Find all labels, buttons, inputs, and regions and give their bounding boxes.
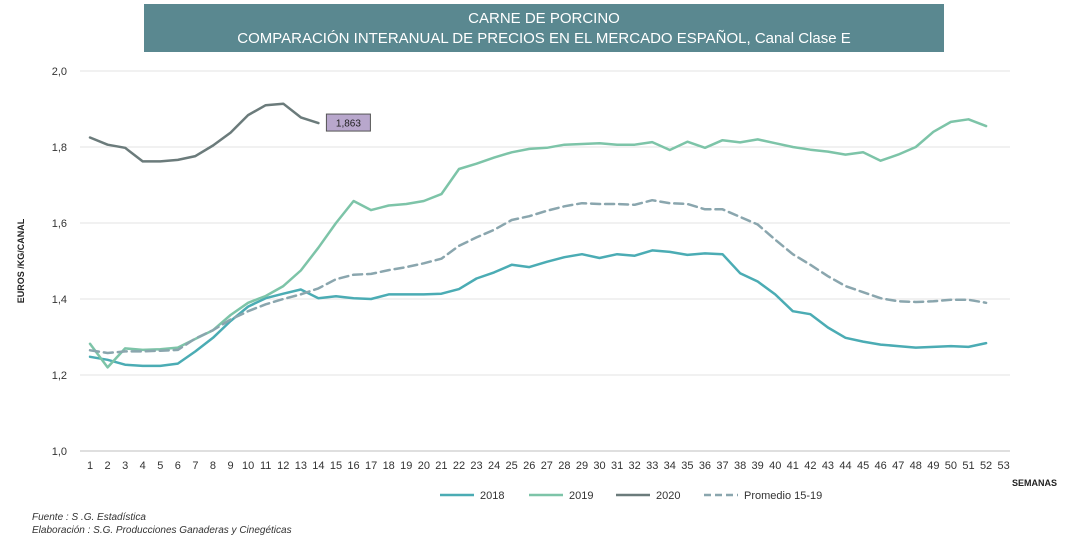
x-tick-label: 47 (892, 460, 904, 472)
x-tick-label: 24 (488, 460, 500, 472)
x-tick-label: 21 (435, 460, 447, 472)
x-tick-label: 51 (962, 460, 974, 472)
x-tick-label: 1 (87, 460, 93, 472)
x-tick-label: 4 (140, 460, 146, 472)
legend-label: 2018 (480, 490, 504, 502)
x-tick-label: 29 (576, 460, 588, 472)
x-tick-label: 49 (927, 460, 939, 472)
x-tick-label: 53 (998, 460, 1010, 472)
x-tick-label: 13 (295, 460, 307, 472)
x-tick-label: 37 (716, 460, 728, 472)
x-tick-label: 45 (857, 460, 869, 472)
y-tick-label: 1,4 (52, 294, 67, 306)
chart-title-line1: CARNE DE PORCINO (468, 10, 620, 27)
x-tick-label: 18 (383, 460, 395, 472)
x-tick-label: 17 (365, 460, 377, 472)
series-line-2020 (88, 102, 320, 163)
x-tick-label: 9 (227, 460, 233, 472)
series-line-promedio-15-19 (88, 198, 988, 355)
chart-title-banner: CARNE DE PORCINO COMPARACIÓN INTERANUAL … (144, 4, 944, 52)
x-tick-label: 3 (122, 460, 128, 472)
x-tick-label: 6 (175, 460, 181, 472)
source-note: Fuente : S .G. Estadística (32, 512, 146, 523)
x-tick-label: 30 (593, 460, 605, 472)
gridlines (80, 70, 1010, 452)
x-tick-label: 14 (312, 460, 324, 472)
x-tick-label: 10 (242, 460, 254, 472)
x-tick-label: 11 (260, 460, 271, 472)
annotation-label: 1,863 (336, 119, 361, 130)
x-tick-label: 43 (822, 460, 834, 472)
elaboration-note: Elaboración : S.G. Producciones Ganadera… (32, 525, 292, 536)
x-tick-label: 28 (558, 460, 570, 472)
chart-title-line2: COMPARACIÓN INTERANUAL DE PRECIOS EN EL … (237, 30, 851, 47)
x-tick-label: 22 (453, 460, 465, 472)
x-tick-label: 12 (277, 460, 289, 472)
x-tick-label: 32 (629, 460, 641, 472)
x-tick-label: 46 (875, 460, 887, 472)
y-tick-label: 1,2 (52, 370, 67, 382)
x-tick-label: 48 (910, 460, 922, 472)
x-tick-label: 27 (541, 460, 553, 472)
x-tick-label: 5 (157, 460, 163, 472)
x-tick-label: 8 (210, 460, 216, 472)
y-tick-label: 1,6 (52, 218, 67, 230)
x-tick-label: 40 (769, 460, 781, 472)
y-tick-label: 1,8 (52, 142, 67, 154)
x-tick-label: 41 (787, 460, 799, 472)
y-tick-label: 1,0 (52, 446, 67, 458)
x-tick-label: 16 (347, 460, 359, 472)
x-tick-label: 34 (664, 460, 676, 472)
legend-label: Promedio 15-19 (744, 490, 822, 502)
y-axis-title: EUROS /KG/CANAL (16, 218, 26, 303)
x-tick-label: 38 (734, 460, 746, 472)
x-tick-label: 26 (523, 460, 535, 472)
x-tick-label: 52 (980, 460, 992, 472)
x-tick-label: 39 (752, 460, 764, 472)
x-tick-label: 36 (699, 460, 711, 472)
series-lines (88, 102, 988, 369)
x-axis-title: SEMANAS (1012, 478, 1057, 488)
x-tick-label: 15 (330, 460, 342, 472)
x-tick-label: 42 (804, 460, 816, 472)
series-line-2018 (88, 249, 988, 368)
x-tick-label: 35 (681, 460, 693, 472)
x-tick-label: 7 (192, 460, 198, 472)
series-line-2019 (88, 118, 988, 369)
axes: 1,01,21,41,61,82,01 2 3 4 5 6 7 8 9 10 11 12 13 14 15 1… (16, 66, 1057, 488)
x-tick-label: 33 (646, 460, 658, 472)
x-tick-label: 31 (611, 460, 623, 472)
legend-label: 2020 (656, 490, 680, 502)
x-tick-label: 23 (470, 460, 482, 472)
x-tick-label: 25 (506, 460, 518, 472)
x-tick-label: 19 (400, 460, 412, 472)
x-tick-label: 44 (839, 460, 851, 472)
y-tick-label: 2,0 (52, 66, 67, 78)
annotations: 1,863 (325, 113, 371, 132)
legend: 2018 2019 2020 Promedio 15-19 (440, 490, 822, 502)
x-tick-label: 50 (945, 460, 957, 472)
legend-label: 2019 (569, 490, 593, 502)
x-tick-label: 20 (418, 460, 430, 472)
annotation-box (325, 113, 371, 132)
x-tick-label: 2 (105, 460, 111, 472)
